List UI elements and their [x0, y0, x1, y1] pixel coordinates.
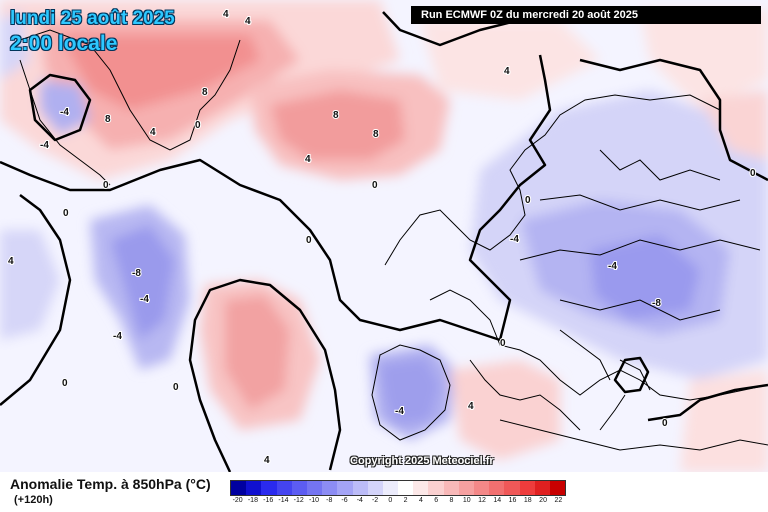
legend-tick: 4 [418, 497, 423, 504]
legend-tick: 6 [434, 497, 439, 504]
legend-swatch [382, 481, 399, 495]
anomaly-field [0, 0, 768, 472]
legend-swatch [367, 481, 383, 495]
legend-tick: 16 [508, 497, 517, 504]
legend-swatch [322, 481, 338, 495]
contour-label: 8 [202, 87, 208, 98]
contour-label: -4 [60, 107, 69, 118]
contour-label: 4 [8, 256, 14, 267]
contour-label: 0 [525, 195, 531, 206]
legend-tick: 2 [403, 497, 408, 504]
contour-label: 0 [750, 168, 756, 179]
legend-tick: 14 [493, 497, 502, 504]
temperature-anomaly-map: 4 4 4 8 8 8 8 4 0 0 0 4 -4 -4 -8 -4 0 0 … [0, 0, 768, 472]
contour-label: 8 [373, 129, 379, 140]
legend-swatch [504, 481, 520, 495]
legend-swatch [306, 481, 323, 495]
contour-label: 4 [468, 401, 474, 412]
contour-label: 0 [372, 180, 378, 191]
contour-label: 0 [195, 120, 201, 131]
contour-label: 0 [662, 418, 668, 429]
legend-swatch [246, 481, 262, 495]
legend-tick: -14 [278, 497, 289, 504]
forecast-time: 2:00 locale [10, 32, 118, 55]
legend-tick: -4 [356, 497, 363, 504]
legend-tick: 0 [388, 497, 393, 504]
contour-label: 4 [504, 66, 510, 77]
legend-swatch [489, 481, 505, 495]
legend-swatch [428, 481, 444, 495]
legend-tick: -6 [341, 497, 348, 504]
legend-swatch [534, 481, 550, 495]
color-scale-legend: -20 -18 -16 -14 -12 -10 -8 -6 -4 -2 0 2 4 6 8 10 12 14 16 1… [230, 480, 566, 506]
legend-tick: -20 [232, 497, 243, 504]
legend-swatch [398, 481, 414, 495]
contour-label: 0 [500, 338, 506, 349]
contour-label: 4 [245, 16, 251, 27]
legend-swatch [337, 481, 353, 495]
map-footer: Anomalie Temp. à 850hPa (°C) (+120h) -20… [0, 472, 768, 512]
contour-label: -4 [40, 140, 49, 151]
copyright-notice: Copyright 2025 Meteociel.fr [350, 455, 494, 467]
coastlines [19, 29, 768, 451]
legend-tick: -18 [247, 497, 258, 504]
contour-label: 0 [306, 235, 312, 246]
contour-label: 4 [223, 9, 229, 20]
contour-label: 8 [105, 114, 111, 125]
legend-tick: 12 [478, 497, 486, 504]
contour-label: 4 [264, 455, 270, 466]
legend-tick: -12 [293, 497, 304, 504]
legend-swatch [443, 481, 459, 495]
contour-label: -4 [395, 406, 404, 417]
contour-label: 4 [150, 127, 156, 138]
legend-swatch [474, 481, 490, 495]
contour-label: 0 [173, 382, 179, 393]
legend-swatch [276, 481, 292, 495]
lead-time: (+120h) [14, 494, 53, 506]
contour-label: -8 [652, 298, 661, 309]
legend-tick-labels: -20 -18 -16 -14 -12 -10 -8 -6 -4 -2 0 2 4 6 8 10 12 14 16 1… [230, 496, 566, 508]
contour-label: -4 [113, 331, 122, 342]
legend-tick: -10 [308, 497, 320, 504]
legend-swatch [261, 481, 277, 495]
variable-title: Anomalie Temp. à 850hPa (°C) [10, 476, 211, 492]
contour-label: 4 [305, 154, 311, 165]
legend-swatch [519, 481, 535, 495]
forecast-date: lundi 25 août 2025 [10, 8, 175, 29]
contour-label: 0 [63, 208, 69, 219]
legend-tick: 18 [523, 497, 532, 504]
legend-tick: 22 [554, 497, 563, 504]
legend-swatch [549, 481, 566, 495]
contour-label: -4 [510, 234, 519, 245]
legend-tick: -8 [326, 497, 333, 504]
legend-swatch [291, 481, 307, 495]
legend-tick: -2 [371, 497, 379, 504]
legend-tick: 10 [462, 497, 471, 504]
legend-swatch [413, 481, 429, 495]
contour-label: 0 [62, 378, 68, 389]
contour-labels: 4 4 4 8 8 8 8 4 0 0 0 4 -4 -4 -8 -4 0 0 … [7, 8, 757, 467]
model-run-banner: Run ECMWF 0Z du mercredi 20 août 2025 [411, 6, 761, 24]
contour-label: -4 [608, 261, 617, 272]
legend-swatch [231, 481, 247, 495]
legend-tick: -16 [263, 497, 274, 504]
legend-color-bar [230, 480, 566, 496]
legend-tick: 8 [449, 497, 454, 504]
contour-label: -4 [140, 294, 149, 305]
contour-label: 8 [333, 110, 339, 121]
legend-swatch [458, 481, 474, 495]
legend-swatch [352, 481, 368, 495]
legend-tick: 20 [539, 497, 547, 504]
contour-label: -8 [132, 268, 141, 279]
contour-label: 0 [103, 180, 109, 191]
